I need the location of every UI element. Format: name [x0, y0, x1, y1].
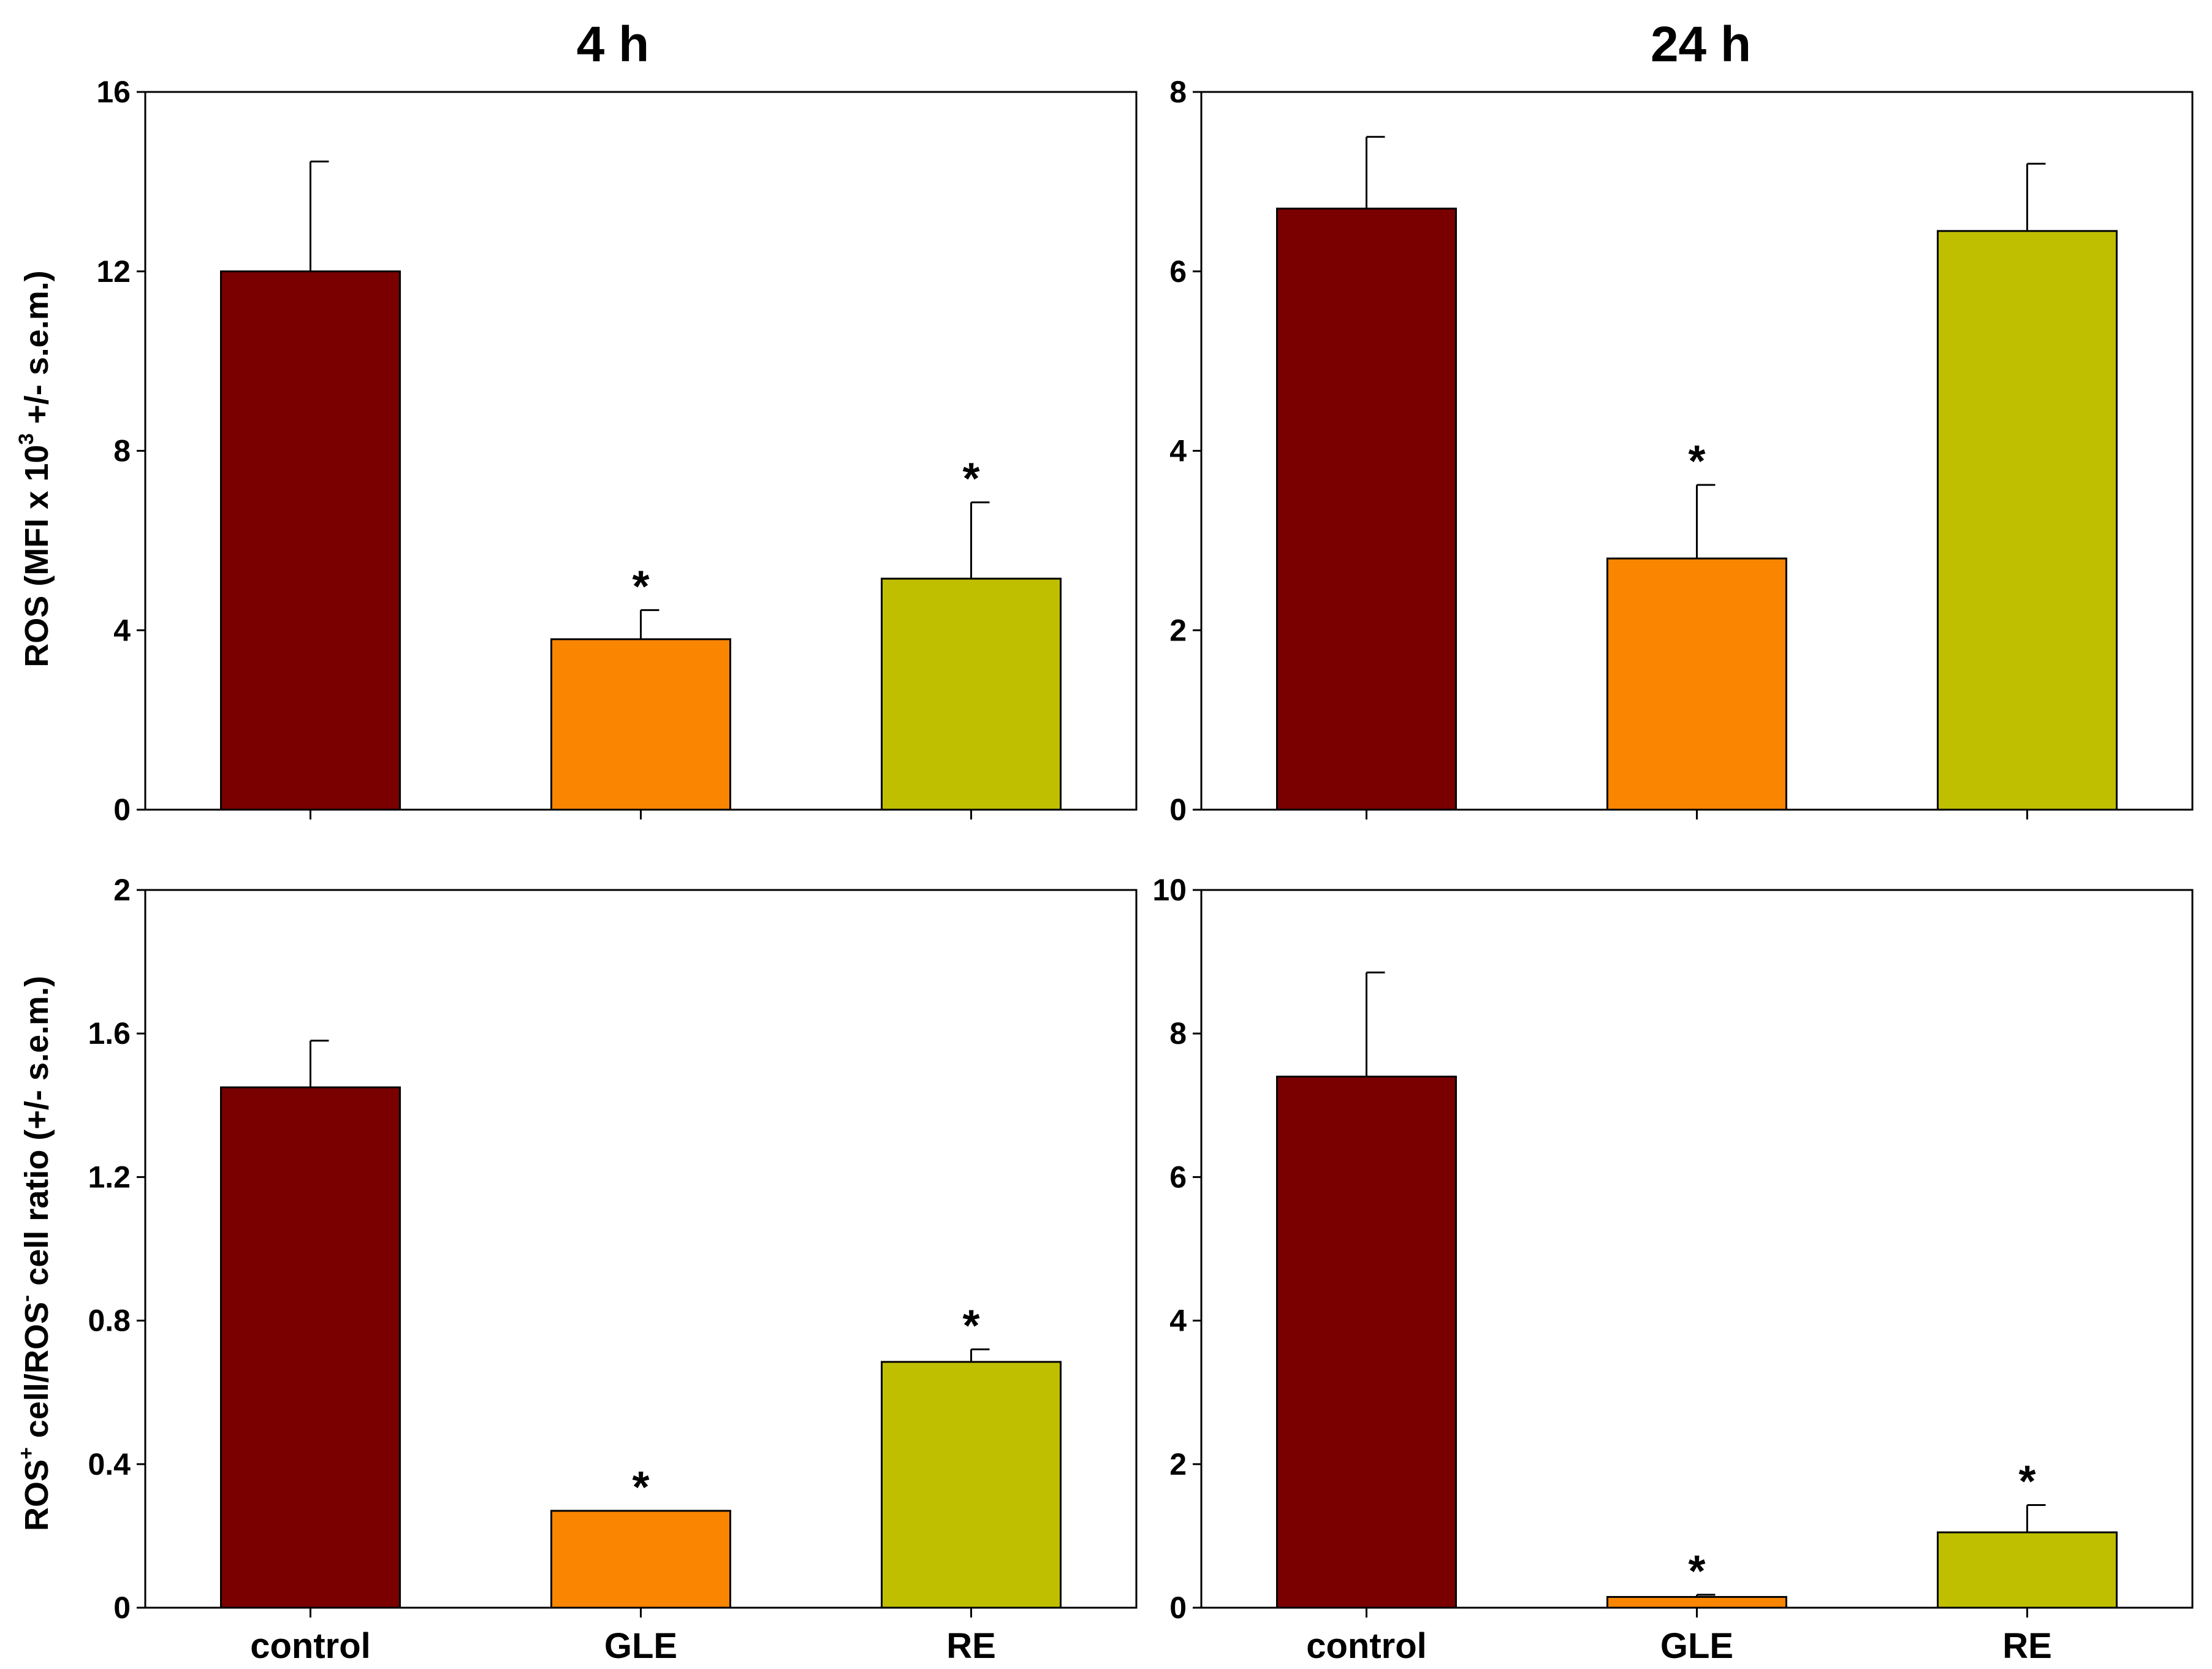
y-tick-label: 16	[96, 75, 131, 109]
category-label-re: RE	[946, 1626, 996, 1666]
bar-re	[881, 577, 1062, 811]
category-label-control: control	[1306, 1626, 1427, 1666]
y-tick-label: 1.2	[88, 1160, 131, 1194]
y-tick-label: 4	[1169, 434, 1187, 468]
ylabel-top-row: ROS (MFI x 103 +/- s.e.m.)	[15, 270, 55, 667]
y-tick-label: 6	[1169, 254, 1187, 289]
bar-gle	[550, 638, 731, 811]
bar-control	[220, 1086, 401, 1609]
y-tick-label: 10	[1152, 873, 1187, 907]
category-label-gle: GLE	[1660, 1626, 1733, 1666]
significance-star: *	[1688, 437, 1705, 486]
ylabel-bottom-part-c: cell ratio (+/- s.e.m.)	[18, 976, 55, 1295]
ylabel-bottom-part-b: cell/ROS	[18, 1302, 55, 1447]
category-label-gle: GLE	[604, 1626, 677, 1666]
bar-control	[220, 270, 401, 811]
bar-gle	[1606, 1595, 1787, 1609]
significance-star: *	[962, 1301, 979, 1350]
significance-star: *	[1688, 1547, 1705, 1596]
y-tick-label: 8	[1169, 75, 1187, 109]
y-tick-label: 0	[113, 1591, 131, 1625]
significance-star: *	[2018, 1458, 2035, 1507]
ylabel-top-rest: +/- s.e.m.)	[18, 270, 55, 433]
ylabel-top-superscript: 3	[15, 433, 38, 445]
chart-panel-top-right: 0 2 4 6 8 *	[1169, 75, 2194, 827]
y-tick-label: 0.8	[88, 1304, 131, 1338]
ylabel-bottom-row: ROS+ cell/ROS- cell ratio (+/- s.e.m.)	[15, 976, 55, 1531]
y-tick-label: 2	[113, 873, 131, 907]
y-tick-label: 1.6	[88, 1016, 131, 1051]
y-tick-label: 0.4	[88, 1447, 131, 1481]
column-title-24h: 24 h	[1651, 17, 1751, 72]
chart-panels: 0 4 8 12 16 * * 0 2 4 6 8 * 0 0.4 0.8 1.2 1.6 2 control * GLE…	[88, 75, 2194, 1666]
y-tick-label: 8	[1169, 1016, 1187, 1051]
bar-control	[1276, 207, 1457, 811]
y-tick-label: 6	[1169, 1160, 1187, 1194]
category-label-control: control	[250, 1626, 371, 1666]
bar-gle	[550, 1510, 731, 1609]
bar-gle	[1606, 557, 1787, 811]
bar-re	[1937, 1531, 2118, 1609]
category-label-re: RE	[2002, 1626, 2052, 1666]
bar-re	[881, 1361, 1062, 1609]
column-title-4h: 4 h	[577, 17, 649, 72]
ylabel-bottom-part-a: ROS	[18, 1459, 55, 1531]
chart-panel-bottom-left: 0 0.4 0.8 1.2 1.6 2 control * GLE * RE	[88, 873, 1138, 1666]
y-tick-label: 12	[96, 254, 131, 289]
y-tick-label: 8	[113, 434, 131, 468]
y-tick-label: 4	[1169, 1304, 1187, 1338]
y-tick-label: 2	[1169, 613, 1187, 647]
significance-star: *	[962, 455, 979, 504]
ylabel-top-main: ROS (MFI x 10	[18, 445, 55, 667]
y-tick-label: 0	[1169, 793, 1187, 827]
significance-star: *	[632, 1463, 649, 1512]
y-tick-label: 2	[1169, 1447, 1187, 1481]
significance-star: *	[632, 562, 649, 611]
bar-re	[1937, 230, 2118, 811]
y-tick-label: 0	[1169, 1591, 1187, 1625]
chart-panel-bottom-right: 0 2 4 6 8 10 control * GLE * RE	[1152, 873, 2194, 1666]
y-tick-label: 0	[113, 793, 131, 827]
ylabel-bottom-sup-minus: -	[15, 1295, 38, 1302]
bar-control	[1276, 1075, 1457, 1609]
ylabel-bottom-sup-plus: +	[15, 1447, 38, 1459]
chart-panel-top-left: 0 4 8 12 16 * *	[96, 75, 1138, 827]
y-tick-label: 4	[113, 613, 131, 647]
